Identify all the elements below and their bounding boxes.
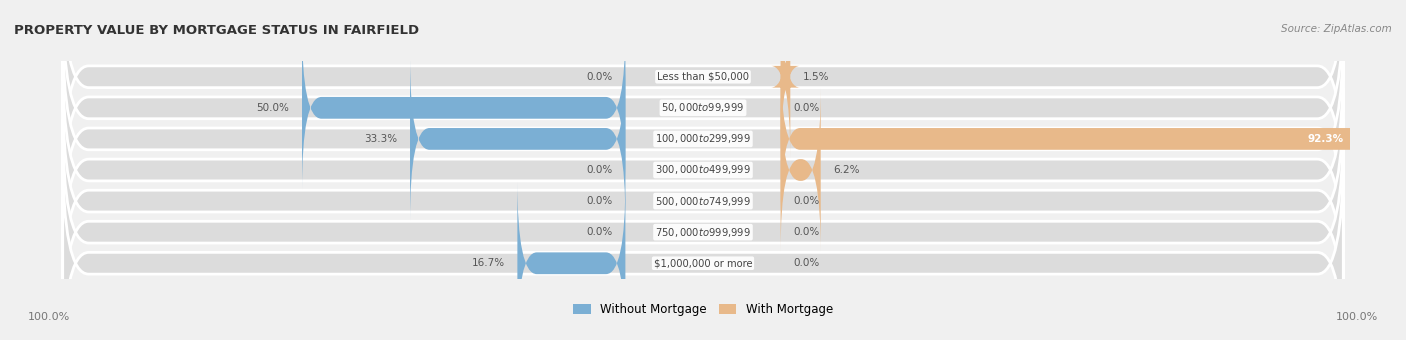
FancyBboxPatch shape — [517, 181, 626, 340]
Text: $750,000 to $999,999: $750,000 to $999,999 — [655, 226, 751, 239]
Text: 0.0%: 0.0% — [586, 165, 613, 175]
Text: 1.5%: 1.5% — [803, 72, 830, 82]
FancyBboxPatch shape — [63, 119, 1343, 340]
Text: PROPERTY VALUE BY MORTGAGE STATUS IN FAIRFIELD: PROPERTY VALUE BY MORTGAGE STATUS IN FAI… — [14, 24, 419, 37]
Text: 33.3%: 33.3% — [364, 134, 396, 144]
Text: $100,000 to $299,999: $100,000 to $299,999 — [655, 132, 751, 146]
Text: 0.0%: 0.0% — [586, 72, 613, 82]
FancyBboxPatch shape — [63, 88, 1343, 314]
Text: 100.0%: 100.0% — [1336, 311, 1378, 322]
Text: 0.0%: 0.0% — [586, 196, 613, 206]
FancyBboxPatch shape — [63, 150, 1343, 340]
Text: 0.0%: 0.0% — [793, 227, 820, 237]
Text: 0.0%: 0.0% — [586, 227, 613, 237]
FancyBboxPatch shape — [63, 0, 1343, 221]
Text: $500,000 to $749,999: $500,000 to $749,999 — [655, 194, 751, 208]
Legend: Without Mortgage, With Mortgage: Without Mortgage, With Mortgage — [568, 298, 838, 321]
FancyBboxPatch shape — [780, 56, 1378, 221]
Text: Less than $50,000: Less than $50,000 — [657, 72, 749, 82]
Text: 0.0%: 0.0% — [793, 258, 820, 268]
Text: 0.0%: 0.0% — [793, 103, 820, 113]
Text: 6.2%: 6.2% — [834, 165, 860, 175]
Text: 0.0%: 0.0% — [793, 196, 820, 206]
Text: 50.0%: 50.0% — [256, 103, 290, 113]
FancyBboxPatch shape — [63, 26, 1343, 252]
FancyBboxPatch shape — [63, 0, 1343, 190]
Text: 16.7%: 16.7% — [471, 258, 505, 268]
FancyBboxPatch shape — [770, 0, 800, 159]
Text: 92.3%: 92.3% — [1308, 134, 1343, 144]
Text: $300,000 to $499,999: $300,000 to $499,999 — [655, 164, 751, 176]
Text: $50,000 to $99,999: $50,000 to $99,999 — [661, 101, 745, 114]
Text: Source: ZipAtlas.com: Source: ZipAtlas.com — [1281, 24, 1392, 34]
FancyBboxPatch shape — [302, 26, 626, 190]
FancyBboxPatch shape — [411, 56, 626, 221]
FancyBboxPatch shape — [780, 88, 821, 252]
Text: 100.0%: 100.0% — [28, 311, 70, 322]
Text: $1,000,000 or more: $1,000,000 or more — [654, 258, 752, 268]
FancyBboxPatch shape — [63, 56, 1343, 284]
